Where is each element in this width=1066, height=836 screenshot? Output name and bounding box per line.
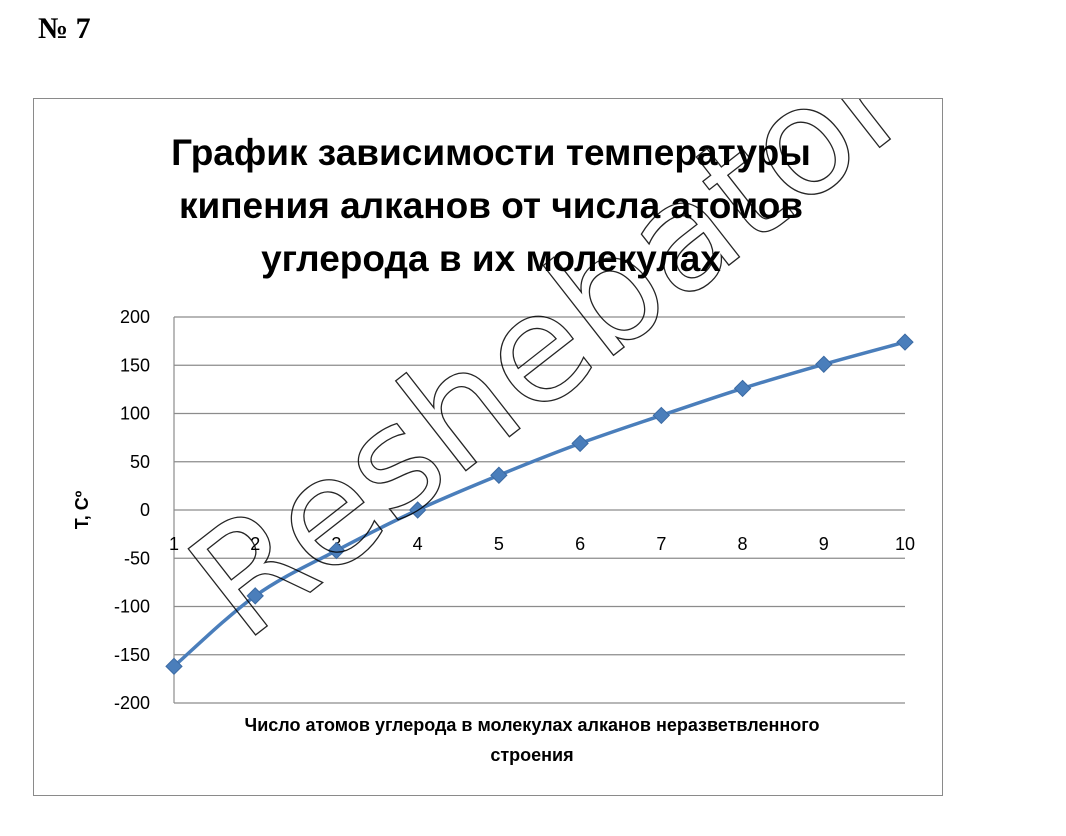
x-axis-label: Число атомов углерода в молекулах алкано… [245,715,820,765]
data-point-marker [652,406,671,425]
x-axis-label-line: строения [490,745,573,765]
y-tick-label: -150 [114,645,150,665]
y-tick-label: 0 [140,500,150,520]
chart-title-line: График зависимости температуры [171,132,811,173]
y-axis-label-text: T, Cº [72,490,92,529]
x-tick-label: 6 [575,534,585,554]
chart-title-line: кипения алканов от числа атомов [179,185,803,226]
data-point-marker [733,379,752,398]
y-tick-label: 50 [130,452,150,472]
y-tick-labels: 200 150 100 50 0 -50 -100 -150 -200 [114,307,150,713]
series-line [172,340,907,669]
x-axis-label-line: Число атомов углерода в молекулах алкано… [245,715,820,735]
y-tick-label: -200 [114,693,150,713]
x-tick-label: 4 [413,534,423,554]
x-tick-labels: 12345678910 [169,534,915,554]
x-tick-label: 8 [738,534,748,554]
data-point-marker [246,587,264,605]
y-axis-label: T, Cº [72,490,92,529]
x-tick-label: 1 [169,534,179,554]
series-line-group [172,340,907,669]
y-tick-label: 100 [120,404,150,424]
y-tick-label: 150 [120,355,150,375]
series-markers [165,333,914,676]
y-tick-label: 200 [120,307,150,327]
y-tick-label: -50 [124,548,150,568]
task-number-label: № 7 [38,12,91,45]
x-tick-label: 10 [895,534,915,554]
data-point-marker [815,355,833,373]
x-tick-label: 7 [656,534,666,554]
gridlines [173,316,905,704]
data-point-marker [490,466,508,484]
data-point-marker [327,541,346,560]
data-point-marker [165,657,183,676]
x-tick-label: 5 [494,534,504,554]
data-point-marker [408,501,427,519]
chart-title: График зависимости температуры кипения ал… [171,132,811,279]
boiling-point-chart: График зависимости температуры кипения ал… [72,99,941,765]
x-tick-label: 9 [819,534,829,554]
data-point-marker [571,434,589,453]
y-tick-label: -100 [114,597,150,617]
data-point-marker [896,333,914,351]
chart-frame: График зависимости температуры кипения ал… [33,98,943,796]
x-tick-label: 2 [250,534,260,554]
chart-title-line: углерода в их молекулах [261,238,721,279]
